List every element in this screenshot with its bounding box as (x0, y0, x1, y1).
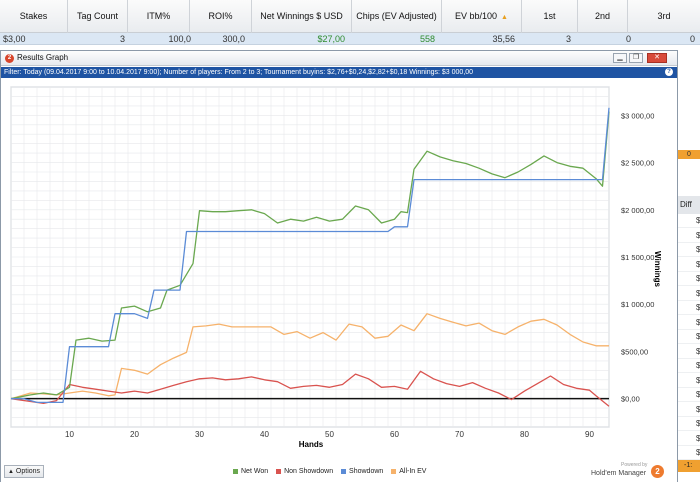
results-graph-window: 2 Results Graph ▁ ❐ ✕ Filter: Today (09.… (0, 50, 678, 482)
chart-legend: Net Won Non Showdown Showdown All-In EV (233, 467, 432, 477)
series-line-showdown (11, 107, 610, 404)
sort-ascending-icon: ▲ (501, 14, 508, 21)
side-cell: $ (678, 214, 700, 228)
help-icon[interactable]: ? (665, 68, 673, 76)
minimize-button[interactable]: ▁ (613, 53, 627, 63)
powered-by-text: Powered by (621, 462, 648, 468)
legend-swatch (341, 468, 347, 474)
legend-label: Showdown (349, 468, 384, 475)
side-cell: $ (678, 446, 700, 460)
x-axis-label: Hands (299, 440, 324, 449)
column-header-net-winnings[interactable]: Net Winnings $ USD (252, 0, 352, 33)
side-cell: $ (678, 345, 700, 359)
side-cell: $ (678, 258, 700, 272)
y-tick-label: $500,00 (621, 347, 648, 356)
column-header-itm[interactable]: ITM% (128, 0, 190, 33)
side-cell: $ (678, 330, 700, 344)
x-tick-label: 70 (455, 430, 464, 439)
side-cell: $ (678, 243, 700, 257)
graph-footer: ▲ Options Net Won Non Showdown Showdown … (1, 462, 677, 482)
column-header-ev-bb100[interactable]: EV bb/100 ▲ (442, 0, 522, 33)
legend-swatch (276, 468, 282, 474)
side-cell: $ (678, 316, 700, 330)
column-header-1st[interactable]: 1st (522, 0, 578, 33)
stats-table-header: Stakes Tag Count ITM% ROI% Net Winnings … (0, 0, 700, 33)
legend-item-net-won[interactable]: Net Won (233, 467, 268, 477)
side-cell: $ (678, 301, 700, 315)
series-line-all-in-ev (10, 313, 609, 400)
legend-label: Non Showdown (284, 468, 334, 475)
x-tick-label: 30 (195, 430, 204, 439)
filter-text: Filter: Today (09.04.2017 9:00 to 10.04.… (4, 69, 474, 76)
options-arrow-icon: ▲ (8, 469, 14, 475)
y-tick-label: $1 000,00 (621, 300, 654, 309)
cell-roi: 300,0 (222, 34, 245, 44)
legend-swatch (391, 468, 397, 474)
side-cell: $ (678, 432, 700, 446)
side-cell: $ (678, 272, 700, 286)
cell-tag-count: 3 (119, 34, 125, 44)
cell-ev-bb100: 35,56 (492, 34, 515, 44)
cell-chips-ev: 558 (419, 34, 435, 44)
column-header-tag-count[interactable]: Tag Count (68, 0, 128, 33)
x-tick-label: 10 (65, 430, 74, 439)
y-tick-label: $2 500,00 (621, 159, 654, 168)
results-chart: 10 20 30 40 50 60 70 80 90 $0,00 $500,00 $1 000,00… (1, 79, 677, 463)
side-cell: $ (678, 374, 700, 388)
legend-label: Net Won (241, 468, 269, 475)
table-row[interactable]: $3,00 3 100,0 300,0 $27,00 558 35,56 3 0… (0, 33, 700, 45)
legend-item-non-showdown[interactable]: Non Showdown (276, 467, 333, 477)
options-label: Options (15, 468, 41, 475)
legend-item-showdown[interactable]: Showdown (341, 467, 383, 477)
results-chart-svg: 10 20 30 40 50 60 70 80 90 $0,00 $500,00 $1 000,00… (10, 86, 662, 449)
options-button[interactable]: ▲ Options (4, 465, 44, 478)
restore-button[interactable]: ❐ (629, 53, 643, 63)
column-header-roi[interactable]: ROI% (190, 0, 252, 33)
cell-3rd: 0 (689, 34, 695, 44)
side-cell: $ (678, 417, 700, 431)
window-titlebar[interactable]: 2 Results Graph ▁ ❐ ✕ (1, 51, 677, 66)
column-header-stakes[interactable]: Stakes (0, 0, 68, 33)
series-line-net-won (10, 111, 610, 400)
column-header-ev-bb100-label: EV bb/100 (455, 11, 498, 21)
y-tick-label: $0,00 (621, 395, 640, 404)
legend-item-all-in-ev[interactable]: All-In EV (391, 467, 426, 477)
x-tick-label: 50 (325, 430, 334, 439)
column-header-3rd[interactable]: 3rd (657, 11, 671, 21)
y-axis-label: Winnings (653, 251, 662, 287)
cell-itm: 100,0 (168, 34, 191, 44)
side-cell: $ (678, 388, 700, 402)
y-tick-label: $1 500,00 (621, 253, 654, 262)
side-column-header-diff[interactable]: Diff (678, 196, 700, 214)
x-tick-label: 90 (585, 430, 594, 439)
side-cell: $ (678, 229, 700, 243)
column-header-chips-ev[interactable]: Chips (EV Adjusted) (352, 0, 442, 33)
column-header-2nd[interactable]: 2nd (578, 0, 628, 33)
cell-stakes: $3,00 (3, 34, 26, 44)
cell-net-winnings: $27,00 (317, 34, 345, 44)
series-line-non-showdown (10, 370, 610, 407)
cell-2nd: 0 (625, 34, 631, 44)
x-tick-label: 40 (260, 430, 269, 439)
brand-block: Powered by Hold'em Manager 2 (591, 462, 671, 482)
x-tick-label: 20 (130, 430, 139, 439)
side-cell: $ (678, 359, 700, 373)
x-tick-label: 80 (520, 430, 529, 439)
window-title: Results Graph (17, 53, 69, 62)
legend-swatch (233, 468, 238, 474)
y-tick-label: $2 000,00 (621, 206, 654, 215)
close-button[interactable]: ✕ (647, 53, 667, 63)
side-cell: $ (678, 287, 700, 301)
side-badge: 0 (678, 150, 700, 159)
x-tick-label: 60 (390, 430, 399, 439)
brand-name: Hold'em Manager (591, 470, 647, 477)
holdem-manager-logo-icon: 2 (651, 465, 664, 478)
cell-1st: 3 (565, 34, 571, 44)
filter-bar: Filter: Today (09.04.2017 9:00 to 10.04.… (1, 67, 677, 78)
y-tick-label: $3 000,00 (621, 111, 654, 120)
app-logo-icon: 2 (5, 54, 14, 63)
side-cell: $ (678, 403, 700, 417)
legend-label: All-In EV (399, 468, 427, 475)
side-total-cell: -1: (678, 460, 700, 472)
